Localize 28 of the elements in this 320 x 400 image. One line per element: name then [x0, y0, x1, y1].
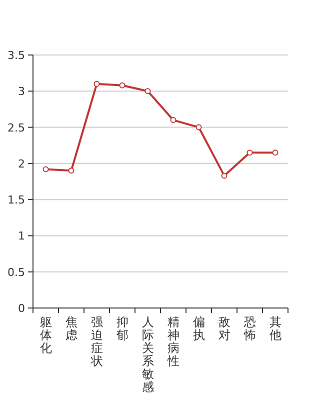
y-tick-label: 2: [18, 157, 25, 170]
point: [119, 82, 126, 88]
x-tick-label: 精神病性: [166, 315, 180, 368]
point: [221, 172, 228, 179]
x-tick-label: 抑郁: [116, 315, 128, 342]
point: [196, 124, 202, 130]
y-tick-label: 1: [18, 230, 25, 243]
point: [272, 150, 278, 156]
x-tick-label: 躯体化: [40, 315, 52, 355]
y-tick-label: 3: [18, 85, 25, 98]
x-tick-label: 敌对: [218, 315, 230, 342]
point: [170, 117, 176, 124]
y-tick-label: 1.5: [8, 194, 25, 207]
point: [42, 166, 49, 172]
y-tick-label: 0.5: [8, 266, 25, 279]
point: [144, 88, 151, 94]
x-tick-label: 强迫症状: [90, 315, 103, 368]
x-tick-label: 恐怖: [242, 315, 256, 342]
x-tick-label: 偏执: [192, 315, 205, 342]
point: [246, 150, 253, 156]
x-tick-label: 人际关系敏感: [142, 315, 154, 394]
y-tick-label: 3.5: [8, 49, 25, 62]
x-tick-label: 其他: [269, 315, 282, 342]
y-tick-label: 2.5: [8, 121, 25, 134]
point: [68, 168, 74, 174]
y-tick-label: 0: [18, 302, 25, 315]
point: [94, 80, 100, 87]
x-tick-label: 焦虑: [65, 315, 78, 342]
